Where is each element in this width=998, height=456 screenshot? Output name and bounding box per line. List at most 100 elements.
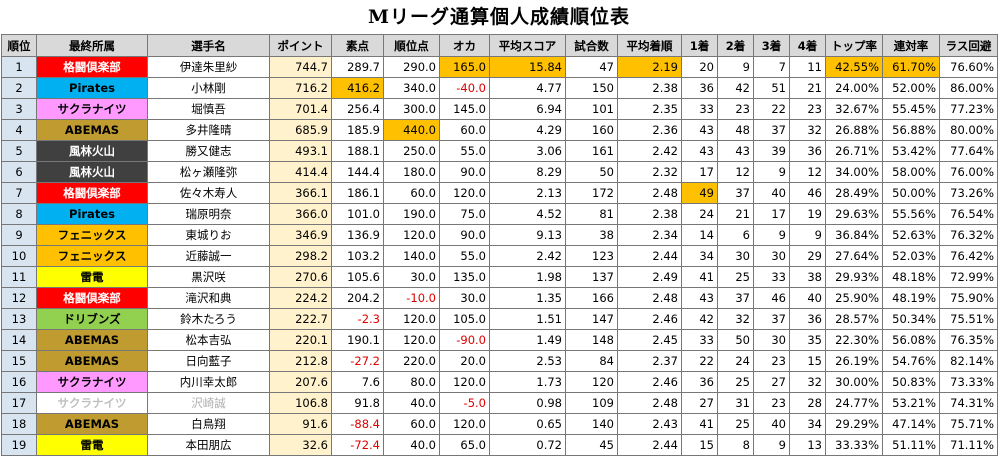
cell-team: 雷電 bbox=[36, 266, 148, 288]
cell-top-rate: 30.00% bbox=[825, 371, 883, 393]
cell-team: 風林火山 bbox=[36, 140, 148, 162]
cell-oka: 30.0 bbox=[439, 287, 490, 309]
cell-avg-score: 4.29 bbox=[489, 119, 566, 141]
cell-oka: 145.0 bbox=[439, 98, 490, 120]
cell-point: 493.1 bbox=[269, 140, 332, 162]
cell-rank-point: 120.0 bbox=[383, 329, 440, 351]
cell-point: 212.8 bbox=[269, 350, 332, 372]
table-row: 7 格闘倶楽部 佐々木寿人 366.1 186.1 60.0 120.0 2.13 172 2.4… bbox=[1, 182, 998, 204]
cell-point: 701.4 bbox=[269, 98, 332, 120]
cell-third: 9 bbox=[753, 224, 790, 246]
cell-games: 172 bbox=[565, 182, 618, 204]
cell-avg-score: 0.65 bbox=[489, 413, 566, 435]
cell-fourth: 9 bbox=[789, 224, 826, 246]
cell-player: 勝又健志 bbox=[147, 140, 270, 162]
cell-first: 41 bbox=[681, 413, 718, 435]
cell-games: 38 bbox=[565, 224, 618, 246]
cell-third: 9 bbox=[753, 161, 790, 183]
cell-second: 37 bbox=[717, 287, 754, 309]
table-row: 16 サクラナイツ 内川幸太郎 207.6 7.6 80.0 120.0 1.73 120 2.4… bbox=[1, 371, 998, 393]
cell-top-rate: 36.84% bbox=[825, 224, 883, 246]
cell-fourth: 15 bbox=[789, 350, 826, 372]
cell-avg-rank: 2.38 bbox=[617, 77, 682, 99]
cell-avg-score: 1.73 bbox=[489, 371, 566, 393]
cell-avg-score: 4.52 bbox=[489, 203, 566, 225]
cell-avg-score: 0.72 bbox=[489, 434, 566, 456]
table-row: 8 Pirates 瑞原明奈 366.0 101.0 190.0 75.0 4.52 81 2.3… bbox=[1, 203, 998, 225]
cell-player: 近藤誠一 bbox=[147, 245, 270, 267]
cell-games: 161 bbox=[565, 140, 618, 162]
cell-rank-point: 40.0 bbox=[383, 434, 440, 456]
cell-fourth: 46 bbox=[789, 182, 826, 204]
cell-oka: 20.0 bbox=[439, 350, 490, 372]
cell-third: 9 bbox=[753, 434, 790, 456]
cell-top-rate: 33.33% bbox=[825, 434, 883, 456]
cell-last-avoid: 86.00% bbox=[939, 77, 998, 99]
cell-last-avoid: 75.51% bbox=[939, 308, 998, 330]
cell-third: 27 bbox=[753, 371, 790, 393]
cell-point: 366.1 bbox=[269, 182, 332, 204]
cell-rentai-rate: 56.88% bbox=[882, 119, 940, 141]
cell-oka: 90.0 bbox=[439, 224, 490, 246]
cell-raw-score: 101.0 bbox=[331, 203, 384, 225]
cell-player: 松ヶ瀬隆弥 bbox=[147, 161, 270, 183]
cell-third: 30 bbox=[753, 245, 790, 267]
cell-top-rate: 24.00% bbox=[825, 77, 883, 99]
cell-last-avoid: 77.23% bbox=[939, 98, 998, 120]
cell-oka: 135.0 bbox=[439, 266, 490, 288]
cell-avg-score: 6.94 bbox=[489, 98, 566, 120]
header-second: 2着 bbox=[717, 34, 754, 57]
cell-player: 瑞原明奈 bbox=[147, 203, 270, 225]
cell-oka: -5.0 bbox=[439, 392, 490, 414]
cell-fourth: 36 bbox=[789, 140, 826, 162]
cell-team: サクラナイツ bbox=[36, 98, 148, 120]
cell-raw-score: 186.1 bbox=[331, 182, 384, 204]
cell-team: Pirates bbox=[36, 77, 148, 99]
cell-rank-point: 60.0 bbox=[383, 413, 440, 435]
cell-third: 7 bbox=[753, 56, 790, 78]
cell-rank: 6 bbox=[1, 161, 37, 183]
cell-first: 15 bbox=[681, 434, 718, 456]
cell-rentai-rate: 48.19% bbox=[882, 287, 940, 309]
cell-oka: 105.0 bbox=[439, 308, 490, 330]
cell-rentai-rate: 55.56% bbox=[882, 203, 940, 225]
cell-oka: 55.0 bbox=[439, 245, 490, 267]
cell-rentai-rate: 50.00% bbox=[882, 182, 940, 204]
cell-last-avoid: 77.64% bbox=[939, 140, 998, 162]
cell-rank-point: 30.0 bbox=[383, 266, 440, 288]
cell-rentai-rate: 54.76% bbox=[882, 350, 940, 372]
cell-oka: 55.0 bbox=[439, 140, 490, 162]
cell-rentai-rate: 58.00% bbox=[882, 161, 940, 183]
cell-rank-point: 290.0 bbox=[383, 56, 440, 78]
cell-point: 744.7 bbox=[269, 56, 332, 78]
cell-second: 23 bbox=[717, 98, 754, 120]
header-team: 最終所属 bbox=[36, 34, 148, 57]
cell-rentai-rate: 53.21% bbox=[882, 392, 940, 414]
header-rank: 順位 bbox=[1, 34, 37, 57]
cell-last-avoid: 71.11% bbox=[939, 434, 998, 456]
cell-team: ABEMAS bbox=[36, 413, 148, 435]
table-row: 13 ドリブンズ 鈴木たろう 222.7 -2.3 120.0 105.0 1.51 147 2.… bbox=[1, 308, 998, 330]
cell-player: 佐々木寿人 bbox=[147, 182, 270, 204]
cell-raw-score: 91.8 bbox=[331, 392, 384, 414]
cell-first: 41 bbox=[681, 266, 718, 288]
cell-oka: -90.0 bbox=[439, 329, 490, 351]
cell-fourth: 32 bbox=[789, 371, 826, 393]
cell-last-avoid: 74.31% bbox=[939, 392, 998, 414]
cell-first: 33 bbox=[681, 98, 718, 120]
cell-player: 鈴木たろう bbox=[147, 308, 270, 330]
cell-third: 46 bbox=[753, 287, 790, 309]
cell-first: 22 bbox=[681, 350, 718, 372]
cell-fourth: 21 bbox=[789, 77, 826, 99]
cell-rentai-rate: 52.63% bbox=[882, 224, 940, 246]
cell-last-avoid: 76.42% bbox=[939, 245, 998, 267]
cell-last-avoid: 76.60% bbox=[939, 56, 998, 78]
cell-rank-point: 40.0 bbox=[383, 392, 440, 414]
cell-point: 414.4 bbox=[269, 161, 332, 183]
cell-top-rate: 29.63% bbox=[825, 203, 883, 225]
cell-rentai-rate: 61.70% bbox=[882, 56, 940, 78]
cell-games: 84 bbox=[565, 350, 618, 372]
cell-team: フェニックス bbox=[36, 224, 148, 246]
cell-raw-score: -88.4 bbox=[331, 413, 384, 435]
cell-fourth: 38 bbox=[789, 266, 826, 288]
